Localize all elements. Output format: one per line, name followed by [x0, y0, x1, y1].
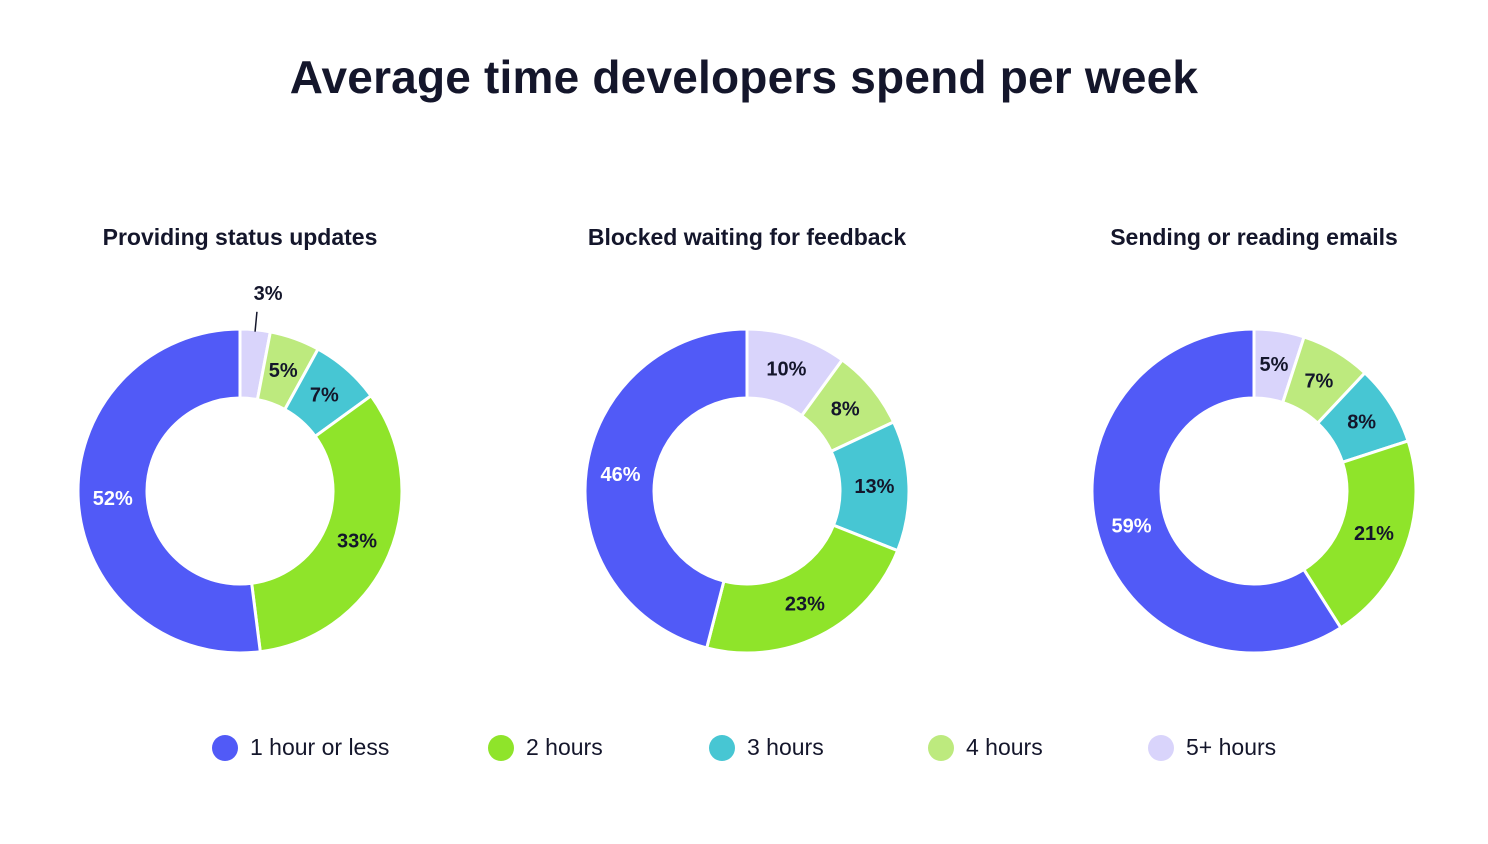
donut-chart-emails: Sending or reading emails 5% 7% 8% 21% 59%: [1044, 220, 1464, 670]
slice-2-hours: [249, 393, 404, 654]
donut-svg: 3% 5% 7% 33% 52%: [76, 283, 404, 655]
leader-line-5-plus-hours: [254, 311, 258, 332]
slice-label-2-hours: 21%: [1354, 523, 1394, 545]
legend-label: 1 hour or less: [250, 734, 390, 760]
legend-label: 3 hours: [747, 734, 824, 760]
donut-chart-blocked-feedback: Blocked waiting for feedback 10% 8% 13% 23%…: [537, 220, 957, 670]
legend: 1 hour or less 2 hours 3 hours 4 hours 5…: [0, 734, 1488, 774]
legend-item-2-hours: 2 hours: [488, 734, 603, 761]
donut-chart-status-updates: Providing status updates 3% 5% 7% 33% 52%: [30, 220, 450, 670]
legend-swatch: [709, 734, 735, 761]
donut-svg: 10% 8% 13% 23% 46%: [583, 327, 911, 655]
legend-label: 4 hours: [966, 734, 1043, 760]
slice-label-3-hours: 13%: [854, 476, 894, 498]
slice-1-hour-or-less: [76, 327, 262, 655]
chart-title: Blocked waiting for feedback: [587, 224, 907, 250]
slice-2-hours: [1301, 439, 1418, 630]
slice-label-3-hours: 7%: [310, 384, 339, 406]
slice-label-5-plus-hours: 10%: [766, 359, 806, 381]
slice-2-hours: [704, 523, 900, 655]
legend-swatch: [1148, 734, 1174, 761]
legend-label: 2 hours: [526, 734, 603, 760]
slice-label-3-hours: 8%: [1347, 412, 1376, 434]
slice-label-5-plus-hours: 5%: [1259, 354, 1288, 376]
donut-svg: 5% 7% 8% 21% 59%: [1090, 327, 1418, 655]
legend-item-5-plus-hours: 5+ hours: [1148, 734, 1276, 761]
legend-swatch: [928, 734, 954, 761]
slice-label-4-hours: 7%: [1304, 370, 1333, 392]
chart-title: Providing status updates: [102, 224, 378, 250]
slice-label-1-hour-or-less: 46%: [600, 464, 640, 486]
slice-label-1-hour-or-less: 59%: [1112, 516, 1152, 538]
legend-label: 5+ hours: [1186, 734, 1277, 760]
legend-item-3-hours: 3 hours: [709, 734, 824, 761]
legend-swatch: [488, 734, 514, 761]
slice-label-4-hours: 8%: [831, 399, 860, 421]
slice-label-5-plus-hours: 3%: [254, 283, 283, 305]
legend-item-4-hours: 4 hours: [928, 734, 1043, 761]
slice-label-1-hour-or-less: 52%: [93, 488, 133, 510]
slice-label-2-hours: 33%: [337, 531, 377, 553]
slice-label-2-hours: 23%: [785, 594, 825, 616]
slice-label-4-hours: 5%: [269, 360, 298, 382]
legend-swatch: [212, 734, 238, 761]
slice-1-hour-or-less: [583, 327, 749, 650]
chart-title: Sending or reading emails: [1110, 224, 1398, 250]
page-title: Average time developers spend per week: [289, 51, 1199, 103]
legend-item-1-hour-or-less: 1 hour or less: [212, 734, 389, 761]
slice-1-hour-or-less: [1090, 327, 1343, 655]
